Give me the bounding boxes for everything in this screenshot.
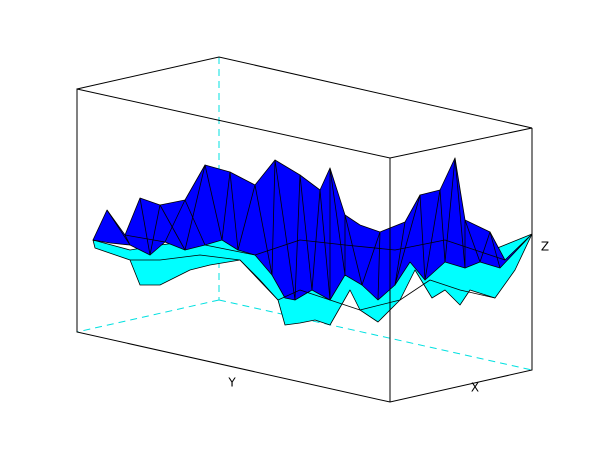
box-edge <box>76 56 533 403</box>
surface <box>92 157 533 326</box>
x-axis-label: X <box>471 381 479 395</box>
y-axis-label: Y <box>227 376 236 390</box>
surface-facet <box>394 157 501 286</box>
box-edges <box>76 56 533 403</box>
hidden-edge <box>218 299 533 371</box>
surface-facet <box>130 254 496 311</box>
hidden-edge <box>76 299 220 333</box>
surface-facet <box>106 199 506 261</box>
z-axis-label: Z <box>541 240 549 254</box>
